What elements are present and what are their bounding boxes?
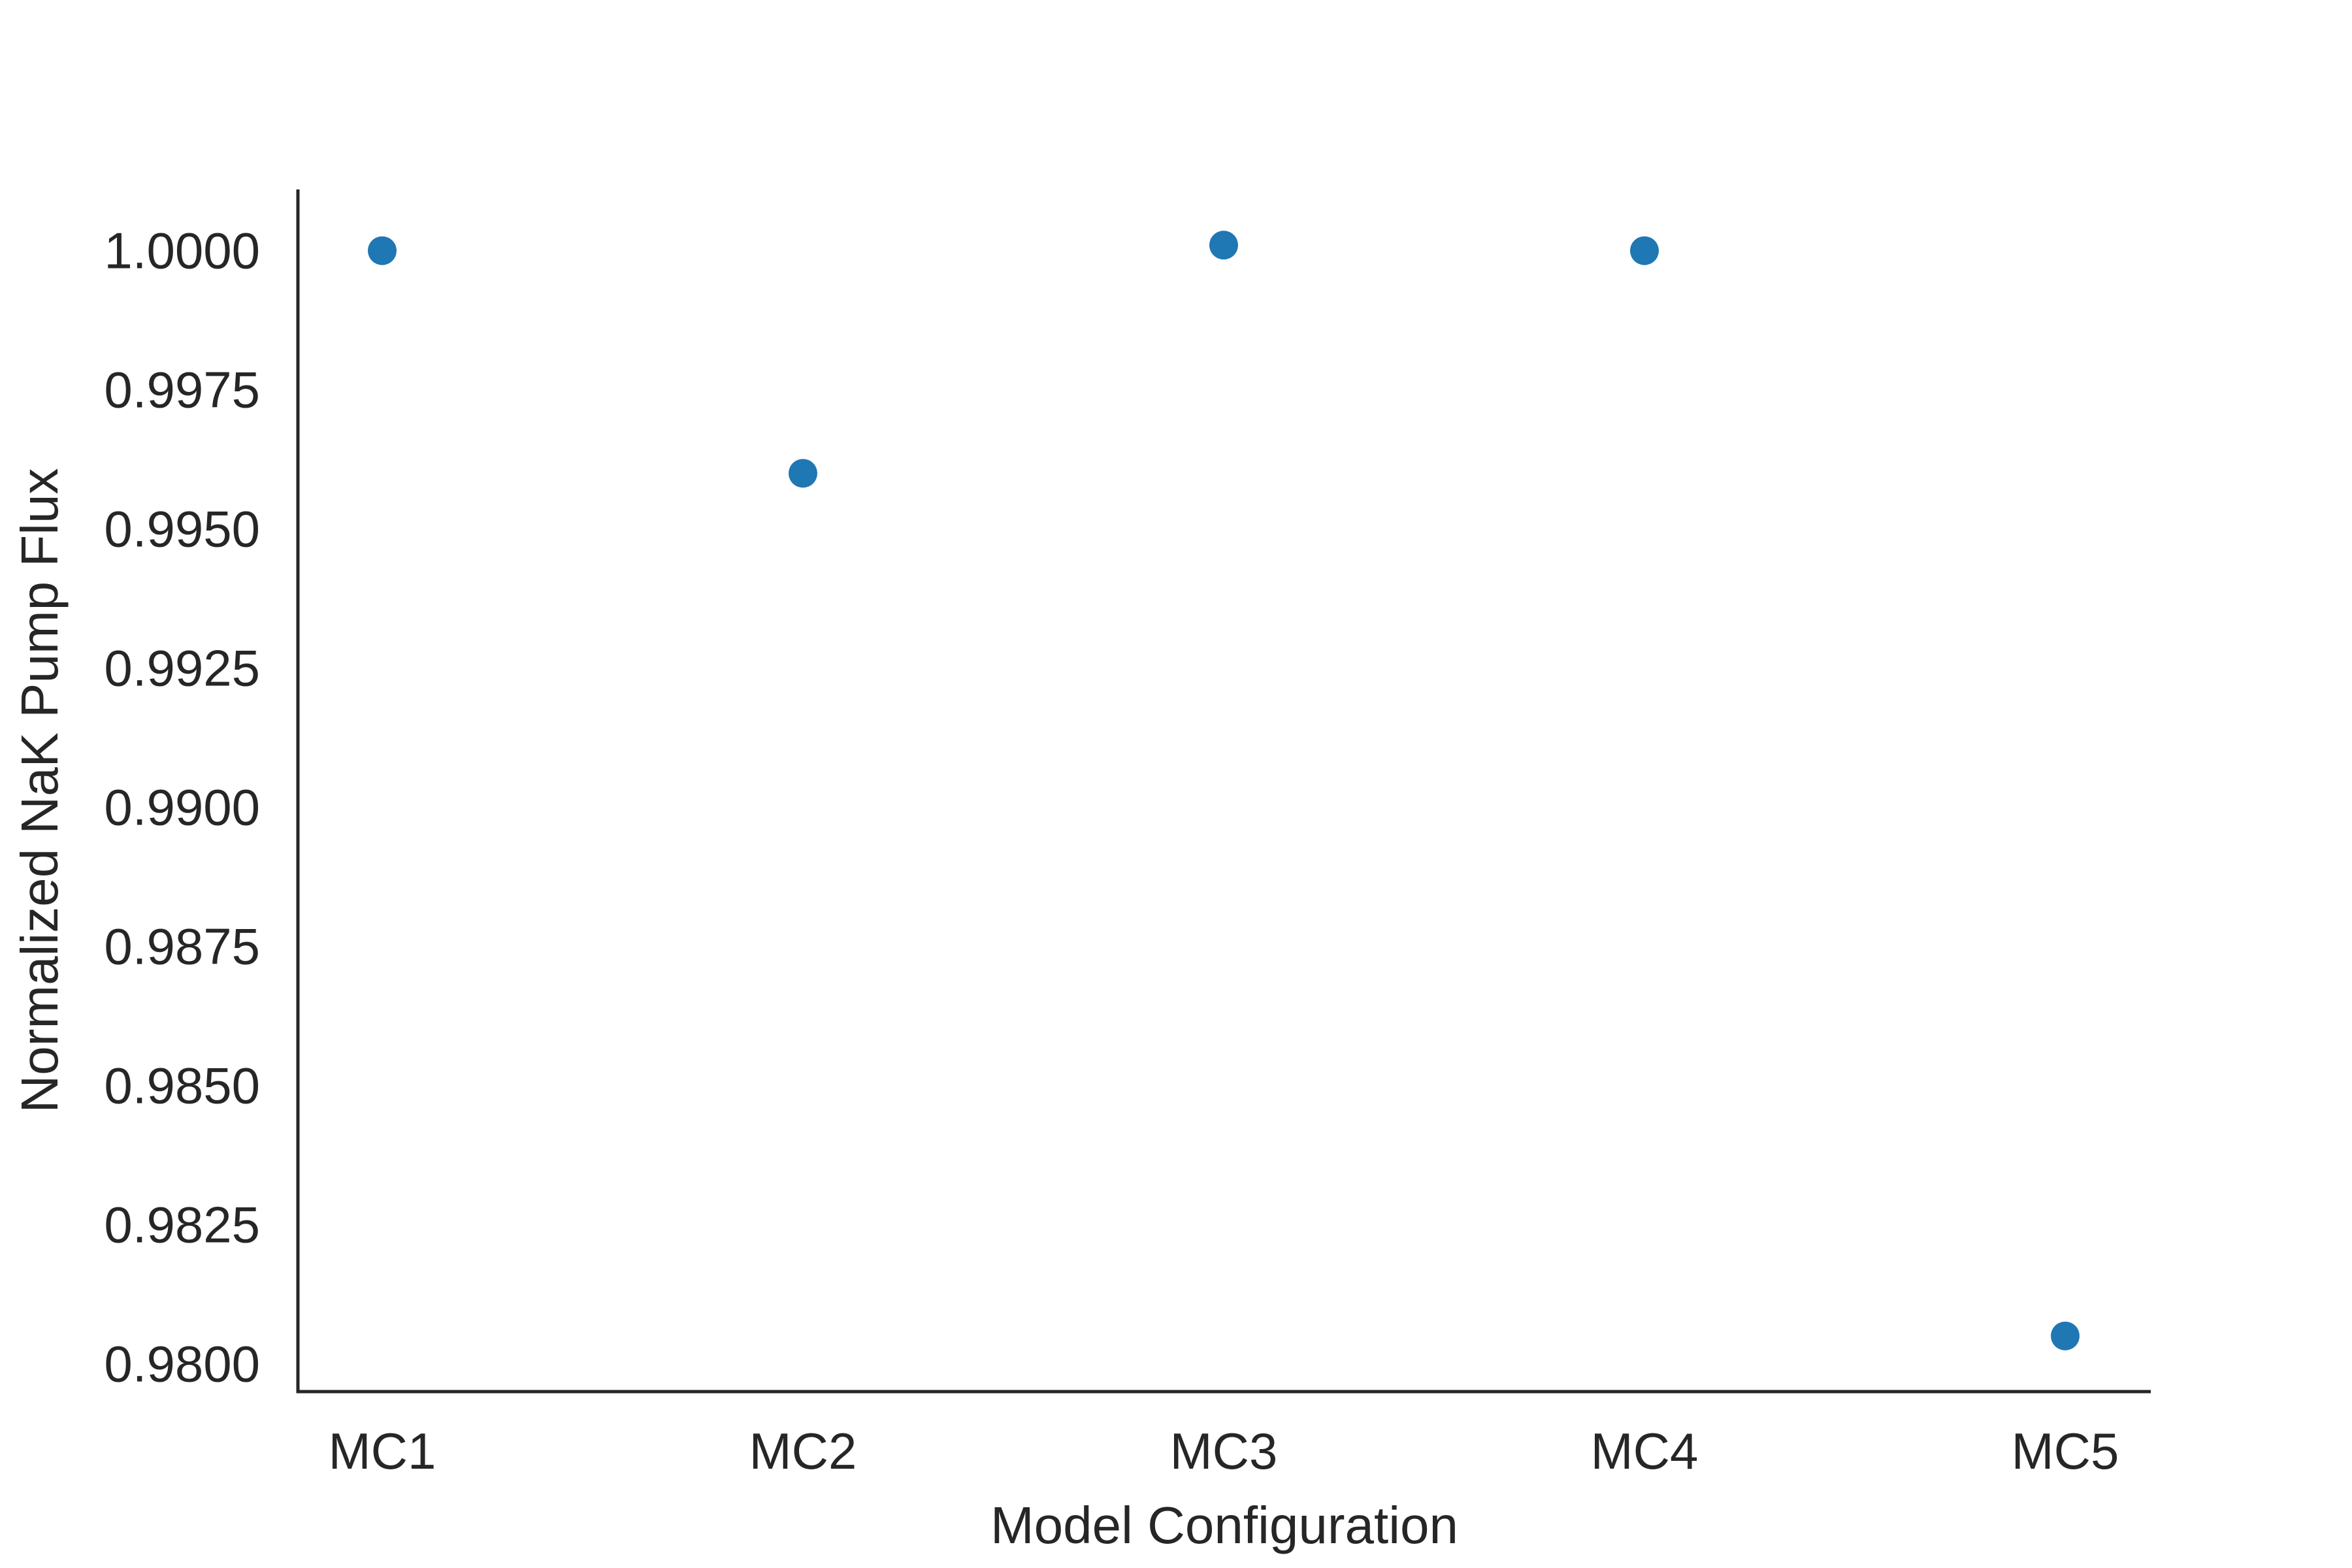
y-tick-label: 1.0000 bbox=[104, 222, 260, 280]
x-tick-label: MC1 bbox=[329, 1422, 436, 1480]
x-tick-label: MC5 bbox=[2012, 1422, 2119, 1480]
x-axis-title: Model Configuration bbox=[990, 1496, 1458, 1554]
data-point-mc5 bbox=[2051, 1321, 2080, 1350]
data-point-mc3 bbox=[1209, 231, 1238, 260]
y-tick-label: 0.9875 bbox=[104, 918, 260, 975]
axis-spines bbox=[296, 189, 2151, 1394]
y-tick-label: 0.9825 bbox=[104, 1196, 260, 1253]
x-axis-ticks: MC1 MC2 MC3 MC4 MC5 bbox=[329, 1422, 2119, 1480]
data-points bbox=[368, 231, 2080, 1350]
y-tick-label: 0.9975 bbox=[104, 361, 260, 419]
y-tick-label: 0.9950 bbox=[104, 500, 260, 558]
y-tick-label: 0.9800 bbox=[104, 1335, 260, 1392]
y-axis-title: Normalized NaK Pump Flux bbox=[10, 468, 69, 1113]
y-axis-ticks: 0.9800 0.9825 0.9850 0.9875 0.9900 0.9925 0.99… bbox=[104, 222, 260, 1393]
data-point-mc2 bbox=[789, 459, 817, 488]
y-tick-label: 0.9900 bbox=[104, 779, 260, 836]
y-tick-label: 0.9925 bbox=[104, 640, 260, 697]
x-tick-label: MC4 bbox=[1591, 1422, 1699, 1480]
data-point-mc1 bbox=[368, 236, 397, 265]
y-tick-label: 0.9850 bbox=[104, 1056, 260, 1114]
x-tick-label: MC2 bbox=[749, 1422, 857, 1480]
x-tick-label: MC3 bbox=[1170, 1422, 1278, 1480]
data-point-mc4 bbox=[1630, 236, 1659, 265]
